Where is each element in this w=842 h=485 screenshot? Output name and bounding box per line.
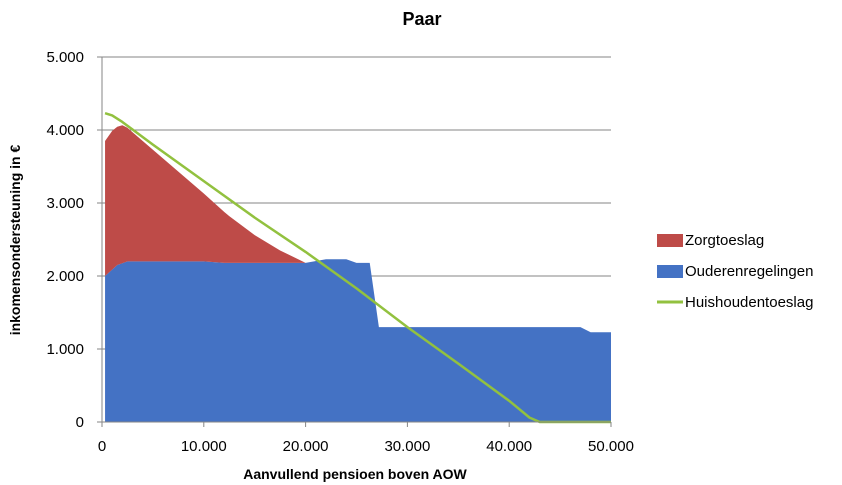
x-tick-labels: 0 10.000 20.000 30.000 40.000 50.000 [98, 438, 634, 455]
legend-label: Ouderenregelingen [685, 263, 813, 280]
y-axis-title: inkomensondersteuning in € [7, 145, 23, 336]
y-tick-label: 4.000 [46, 122, 84, 139]
y-tick-label: 1.000 [46, 341, 84, 358]
legend-swatch [657, 265, 683, 278]
y-tick-labels: 0 1.000 2.000 3.000 4.000 5.000 [46, 49, 84, 431]
legend-label: Zorgtoeslag [685, 232, 764, 249]
x-tick-label: 50.000 [588, 438, 634, 455]
area-zorgtoeslag [105, 125, 306, 276]
plot-area [105, 125, 611, 422]
axes [97, 56, 612, 427]
legend-label: Huishoudentoeslag [685, 294, 813, 311]
x-axis-title: Aanvullend pensioen boven AOW [243, 466, 467, 482]
x-tick-label: 40.000 [486, 438, 532, 455]
x-tick-label: 0 [98, 438, 106, 455]
legend: Zorgtoeslag Ouderenregelingen Huishoudento… [657, 232, 813, 311]
x-tick-label: 30.000 [384, 438, 430, 455]
y-tick-label: 3.000 [46, 195, 84, 212]
line-layer [104, 112, 611, 424]
line-huishoudentoeslag [104, 112, 611, 424]
area-ouderenregelingen [105, 259, 611, 422]
x-tick-label: 10.000 [181, 438, 227, 455]
x-tick-label: 20.000 [283, 438, 329, 455]
chart-title: Paar [402, 9, 441, 29]
y-tick-label: 2.000 [46, 268, 84, 285]
legend-swatch [657, 234, 683, 247]
y-tick-label: 5.000 [46, 49, 84, 66]
y-tick-label: 0 [76, 414, 84, 431]
